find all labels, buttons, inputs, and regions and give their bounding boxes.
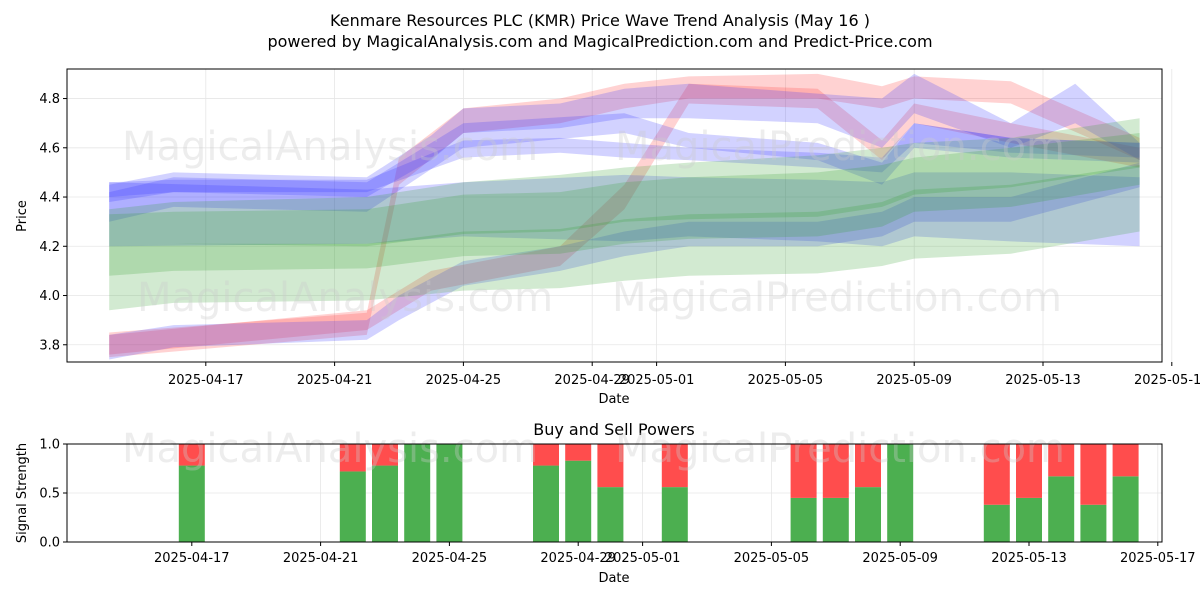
signal-panel: Buy and Sell Powers MagicalAnalysis.com … (15, 420, 1196, 586)
buy-bar (436, 444, 463, 542)
buy-bar (339, 471, 366, 542)
price-panel: MagicalAnalysis.com MagicalPrediction.co… (15, 68, 1200, 407)
signal-ylabel: Signal Strength (15, 443, 30, 543)
main-ytick-label: 4.4 (39, 191, 60, 206)
watermark-analysis-top: MagicalAnalysis.com (122, 124, 538, 170)
band-red-0 (109, 73, 1140, 358)
signal-xtick-label: 2025-05-01 (605, 551, 681, 566)
sell-bar (565, 444, 592, 461)
main-xtick-label: 2025-05-09 (876, 373, 952, 388)
signal-xtick-label: 2025-04-25 (412, 551, 488, 566)
watermark-prediction-signal: MagicalPrediction.com (615, 426, 1065, 472)
watermark-prediction-bottom: MagicalPrediction.com (612, 275, 1062, 321)
signal-xtick-label: 2025-05-09 (862, 551, 938, 566)
band-red-1 (109, 83, 1140, 355)
signal-ytick-label: 1.0 (39, 438, 60, 453)
chart-subtitle: powered by MagicalAnalysis.com and Magic… (267, 32, 932, 51)
sell-bar (822, 444, 849, 498)
main-xtick-label: 2025-05-05 (748, 373, 824, 388)
sell-bar (339, 444, 366, 472)
band-green-7 (109, 118, 1140, 311)
band-blue-2 (109, 73, 1140, 203)
main-yticks: 3.8 4.0 4.2 4.4 4.6 4.8 (39, 92, 67, 353)
signal-xticks: 2025-04-17 2025-04-21 2025-04-25 2025-04-29… (154, 542, 1196, 566)
buy-bar (1080, 504, 1107, 542)
sell-bar (597, 444, 624, 488)
main-xlabel: Date (598, 392, 629, 407)
main-ytick-label: 4.0 (39, 289, 60, 304)
sell-bar (983, 444, 1010, 505)
signal-yticks: 0.0 0.5 1.0 (39, 438, 67, 551)
buy-bar (1048, 476, 1075, 542)
signal-xtick-label: 2025-04-17 (154, 551, 230, 566)
buy-bar (597, 487, 624, 542)
signal-ytick-label: 0.0 (39, 536, 60, 551)
main-ytick-label: 4.6 (39, 141, 60, 156)
buy-bar (1112, 476, 1139, 542)
band-blue-5 (109, 162, 1140, 360)
main-xtick-label: 2025-04-17 (168, 373, 244, 388)
signal-title: Buy and Sell Powers (533, 420, 695, 439)
signal-bars (178, 444, 1139, 542)
main-bands (109, 73, 1140, 360)
main-xtick-label: 2025-05-17 (1134, 373, 1200, 388)
main-xticks: 2025-04-17 2025-04-21 2025-04-25 2025-04-29… (168, 362, 1200, 388)
band-green-9 (109, 133, 1140, 247)
sell-bar (790, 444, 817, 498)
buy-bar (178, 465, 205, 542)
main-ytick-label: 3.8 (39, 338, 60, 353)
buy-bar (404, 444, 431, 542)
main-xtick-label: 2025-04-25 (426, 373, 502, 388)
sell-bar (178, 444, 205, 466)
main-ylabel: Price (15, 200, 30, 232)
main-watermarks: MagicalAnalysis.com MagicalPrediction.co… (122, 124, 1065, 321)
main-axes-frame (66, 68, 1163, 363)
buy-bar (790, 497, 817, 542)
buy-bar (661, 487, 688, 542)
sell-bar (1048, 444, 1075, 477)
signal-watermarks: MagicalAnalysis.com MagicalPrediction.co… (122, 426, 1065, 472)
sell-bar (1112, 444, 1139, 477)
watermark-analysis-bottom: MagicalAnalysis.com (137, 275, 553, 321)
buy-bar (1016, 497, 1042, 542)
buy-bar (565, 460, 592, 542)
watermark-analysis-signal: MagicalAnalysis.com (122, 426, 538, 472)
main-ytick-label: 4.8 (39, 92, 60, 107)
signal-xtick-label: 2025-04-21 (283, 551, 359, 566)
buy-bar (887, 444, 914, 542)
signal-xtick-label: 2025-05-17 (1120, 551, 1196, 566)
buy-bar (533, 465, 559, 542)
signal-xlabel: Date (598, 571, 629, 586)
buy-bar (855, 487, 881, 542)
sell-bar (661, 444, 688, 488)
buy-bar (372, 465, 398, 542)
main-xtick-label: 2025-05-13 (1005, 373, 1081, 388)
main-xtick-label: 2025-04-21 (297, 373, 373, 388)
signal-ytick-label: 0.5 (39, 487, 60, 502)
sell-bar (533, 444, 559, 466)
signal-xtick-label: 2025-05-13 (991, 551, 1067, 566)
main-xtick-label: 2025-05-01 (619, 373, 695, 388)
main-grid (67, 69, 1173, 362)
band-blue-3 (109, 123, 1140, 197)
main-xtick-label: 2025-04-29 (554, 373, 630, 388)
chart-title: Kenmare Resources PLC (KMR) Price Wave T… (330, 11, 870, 30)
sell-bar (1080, 444, 1107, 505)
band-blue-4 (109, 113, 1140, 222)
signal-xtick-label: 2025-04-29 (540, 551, 616, 566)
watermark-prediction-top: MagicalPrediction.com (615, 124, 1065, 170)
main-ytick-label: 4.2 (39, 240, 60, 255)
sell-bar (855, 444, 881, 488)
band-blue-6 (109, 172, 1140, 247)
band-green-8 (109, 165, 1140, 276)
sell-bar (372, 444, 398, 466)
buy-bar (983, 504, 1010, 542)
signal-xtick-label: 2025-05-05 (734, 551, 810, 566)
buy-bar (822, 497, 849, 542)
sell-bar (1016, 444, 1042, 498)
